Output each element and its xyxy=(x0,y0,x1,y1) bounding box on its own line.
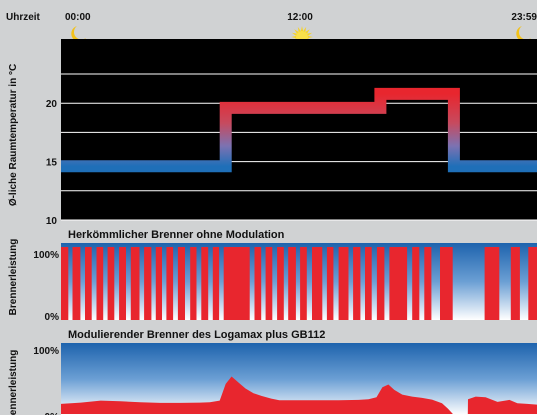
temperature-y-ticks: 20 15 10 xyxy=(46,99,58,227)
burner1-on-bar xyxy=(166,247,174,320)
burner1-on-bar xyxy=(312,247,323,320)
temperature-series-line xyxy=(61,87,537,173)
time-tick-start: 00:00 xyxy=(65,12,91,23)
burner1-on-bar xyxy=(72,247,81,320)
burner1-on-bar xyxy=(424,247,432,320)
burner1-plot-area xyxy=(61,243,537,320)
burner1-on-bar xyxy=(119,247,126,320)
burner2-title: Modulierender Brenner des Logamax plus G… xyxy=(68,329,325,341)
moon-icon xyxy=(71,26,86,42)
burner1-bars xyxy=(61,247,537,320)
burner1-on-bar xyxy=(201,247,209,320)
burner1-on-bar xyxy=(107,247,115,320)
burner1-tick-0: 0% xyxy=(45,312,60,323)
time-tick-noon: 12:00 xyxy=(287,12,313,23)
burner1-on-bar xyxy=(212,247,220,320)
time-axis-label: Uhrzeit xyxy=(6,12,41,23)
burner1-on-bar xyxy=(85,247,92,320)
burner1-on-bar xyxy=(353,247,361,320)
burner1-on-bar xyxy=(177,247,185,320)
burner1-on-bar xyxy=(440,247,453,320)
burner2-tick-100: 100% xyxy=(33,346,59,357)
burner1-tick-100: 100% xyxy=(33,250,59,261)
burner1-on-bar xyxy=(376,247,385,320)
temperature-y-axis-label: Ø-liche Raumtemperatur in °C xyxy=(8,64,19,206)
burner1-on-bar xyxy=(484,247,500,320)
burner1-on-bar xyxy=(155,247,162,320)
burner1-on-bar xyxy=(338,247,349,320)
burner1-on-bar xyxy=(254,247,262,320)
temperature-y-tick-label: 20 xyxy=(46,99,58,110)
temperature-y-tick-label: 10 xyxy=(46,216,58,227)
burner1-title: Herkömmlicher Brenner ohne Modulation xyxy=(68,229,285,241)
burner1-on-bar xyxy=(265,247,273,320)
burner1-on-bar xyxy=(130,247,140,320)
burner1-on-bar xyxy=(277,247,284,320)
burner1-on-bar xyxy=(389,247,408,320)
burner2-modulation-area xyxy=(61,376,537,414)
temperature-plot-area xyxy=(61,39,537,220)
temperature-y-tick-label: 15 xyxy=(46,158,58,169)
burner1-on-bar xyxy=(412,247,420,320)
burner1-on-bar xyxy=(528,247,537,320)
burner1-on-bar xyxy=(326,247,334,320)
burner1-on-bar xyxy=(223,247,250,320)
time-tick-end: 23:59 xyxy=(511,12,537,23)
burner1-on-bar xyxy=(288,247,296,320)
burner1-on-bar xyxy=(365,247,372,320)
burner1-on-bar xyxy=(96,247,104,320)
burner1-on-bar xyxy=(300,247,307,320)
burner1-on-bar xyxy=(190,247,197,320)
burner1-on-bar xyxy=(510,247,520,320)
moon-icon xyxy=(516,26,531,42)
burner1-y-axis-label: Brennerleistung xyxy=(8,239,19,316)
burner1-on-bar xyxy=(61,247,69,320)
burner2-y-axis-label: Brennerleistung xyxy=(8,350,19,415)
burner2-tick-0: 0% xyxy=(45,412,60,415)
burner1-on-bar xyxy=(144,247,152,320)
